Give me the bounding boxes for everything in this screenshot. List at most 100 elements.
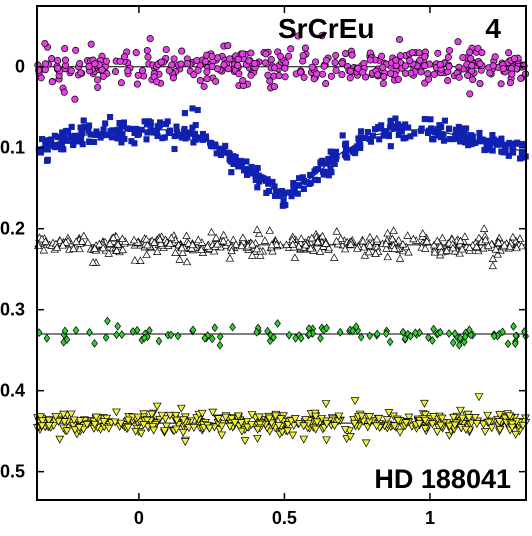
data-point: [41, 237, 50, 245]
data-point: [112, 408, 121, 417]
data-point: [358, 128, 365, 135]
data-point: [208, 140, 215, 147]
data-point: [371, 249, 380, 257]
data-point: [165, 239, 175, 247]
data-point: [502, 149, 509, 156]
data-point: [221, 413, 231, 422]
data-point: [354, 144, 361, 151]
data-point: [144, 53, 152, 61]
data-point: [271, 412, 281, 421]
data-point: [501, 141, 508, 148]
data-point: [332, 153, 339, 160]
data-point: [297, 68, 305, 76]
data-point: [217, 431, 227, 440]
data-point: [311, 412, 321, 421]
data-point: [505, 49, 513, 57]
data-point: [69, 244, 78, 252]
data-point: [287, 45, 295, 53]
data-point: [510, 322, 517, 331]
data-point: [91, 60, 99, 68]
data-point: [386, 337, 394, 347]
data-point: [511, 430, 521, 439]
data-point: [290, 253, 300, 262]
data-point: [226, 55, 234, 63]
data-point: [409, 234, 418, 243]
data-point: [436, 60, 444, 69]
data-point: [194, 106, 201, 114]
data-point: [181, 128, 188, 135]
data-point: [341, 141, 349, 148]
data-point: [41, 60, 49, 68]
data-point: [466, 48, 474, 56]
data-point: [399, 327, 407, 337]
series-2: [34, 224, 526, 270]
data-point: [322, 56, 330, 64]
data-point: [213, 239, 222, 248]
data-point: [104, 316, 111, 326]
data-point: [269, 178, 276, 185]
data-point: [491, 53, 499, 61]
data-point: [90, 244, 99, 252]
data-point: [286, 417, 296, 426]
data-point: [203, 75, 211, 83]
data-point: [311, 168, 318, 175]
data-point: [220, 61, 228, 69]
data-point: [421, 62, 429, 70]
data-point: [415, 49, 423, 57]
data-point: [479, 224, 489, 232]
data-point: [327, 72, 335, 80]
data-point: [117, 79, 125, 87]
data-point: [494, 418, 504, 427]
data-point: [254, 413, 264, 422]
axes-layer: 0 0.5 1 0 0.1 0.2 0.3 0.4 0.5: [0, 5, 527, 528]
data-point: [332, 51, 340, 59]
data-point: [102, 57, 110, 65]
data-point: [390, 422, 399, 431]
data-point: [146, 35, 154, 43]
data-point: [219, 236, 228, 245]
data-point: [461, 131, 468, 138]
data-point: [425, 127, 432, 134]
data-point: [362, 134, 369, 141]
data-point: [328, 169, 335, 176]
data-point: [433, 236, 442, 245]
data-point: [350, 419, 359, 428]
data-point: [510, 144, 517, 152]
data-point: [505, 152, 512, 159]
data-point: [401, 62, 410, 70]
data-point: [445, 46, 454, 55]
data-point: [322, 436, 331, 445]
data-point: [296, 182, 303, 189]
data-point: [481, 235, 490, 244]
data-point: [220, 148, 227, 155]
data-point: [334, 412, 344, 421]
data-point: [486, 69, 494, 77]
data-point: [194, 235, 203, 244]
data-point: [130, 256, 140, 264]
data-point: [177, 243, 187, 252]
data-point: [382, 416, 392, 425]
data-point: [114, 126, 121, 133]
data-point: [118, 245, 127, 254]
data-point: [208, 334, 216, 344]
data-point: [211, 233, 221, 242]
data-point: [182, 257, 192, 266]
data-point: [440, 137, 447, 144]
data-point: [188, 240, 197, 249]
data-point: [489, 62, 497, 70]
data-point: [55, 435, 65, 444]
data-point: [87, 40, 95, 48]
data-point: [300, 73, 308, 81]
data-point: [67, 67, 75, 75]
data-point: [172, 416, 182, 425]
data-point: [203, 242, 212, 250]
data-point: [277, 428, 287, 437]
data-point: [174, 331, 182, 341]
data-point: [457, 244, 467, 253]
data-point: [359, 242, 368, 251]
data-point: [455, 73, 463, 81]
data-point: [480, 428, 490, 437]
data-point: [500, 240, 509, 249]
data-point: [425, 333, 432, 342]
data-point: [299, 435, 309, 444]
